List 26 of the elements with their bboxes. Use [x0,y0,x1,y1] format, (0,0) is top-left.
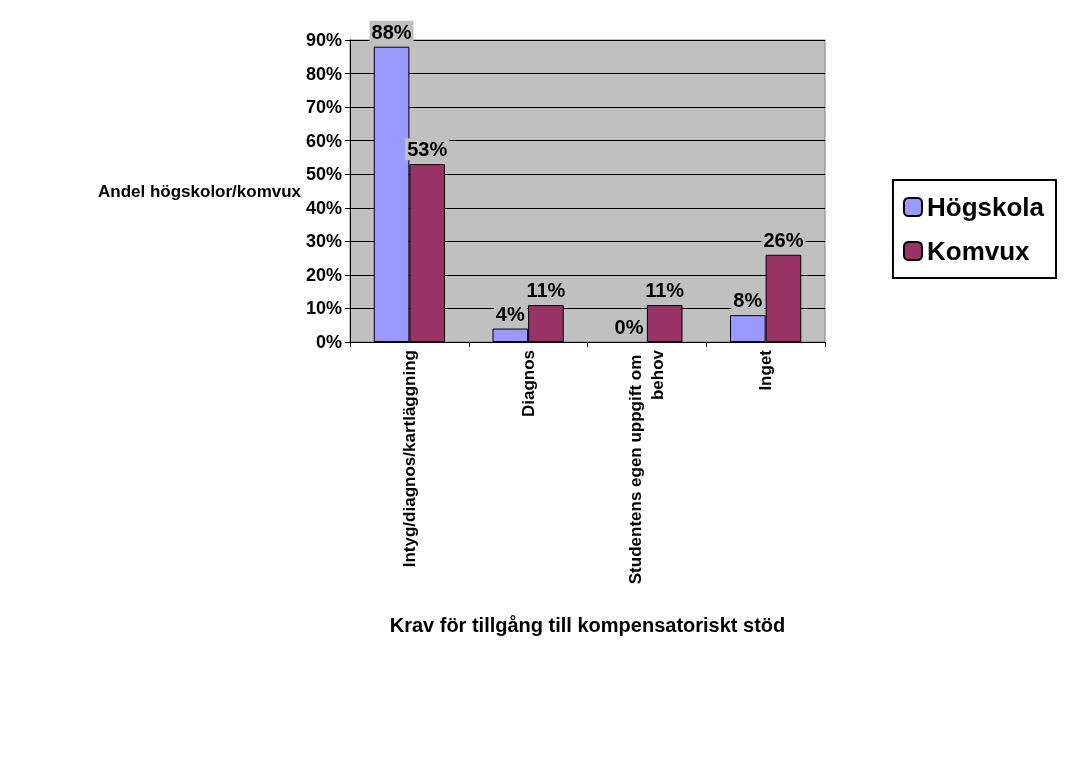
data-label: 26% [763,228,804,251]
y-axis-title: Andel högskolor/komvux [97,181,302,201]
legend-label: Högskola [926,192,1045,222]
data-label: 53% [407,138,448,161]
x-tick-label: Diagnos [518,350,538,418]
y-tick-label: 40% [305,197,342,218]
y-tick-label: 90% [305,30,342,50]
y-tick-label: 20% [305,264,342,285]
y-tick-label: 10% [305,298,342,319]
x-axis-title: Krav för tillgång till kompensatoriskt stöd [389,614,786,636]
data-label: 4% [495,302,525,325]
legend-label: Komvux [926,236,1031,266]
x-tick-label: Studentens egen uppgift om behov [626,349,668,585]
y-tick-label: 70% [305,97,342,118]
data-label: 11% [526,279,566,302]
y-tick-label: 80% [305,63,342,84]
y-tick-label: 60% [305,130,342,151]
data-label: 11% [645,279,685,302]
data-label: 0% [614,316,644,338]
y-tick-label: 0% [315,332,342,352]
data-label: 88% [371,20,412,43]
y-tick-label: 50% [305,164,342,185]
y-tick-label: 30% [305,231,342,252]
x-tick-label: Inget [756,349,776,391]
x-tick-label: Intyg/diagnos/kartläggning [399,350,419,568]
data-label: 8% [733,289,763,312]
